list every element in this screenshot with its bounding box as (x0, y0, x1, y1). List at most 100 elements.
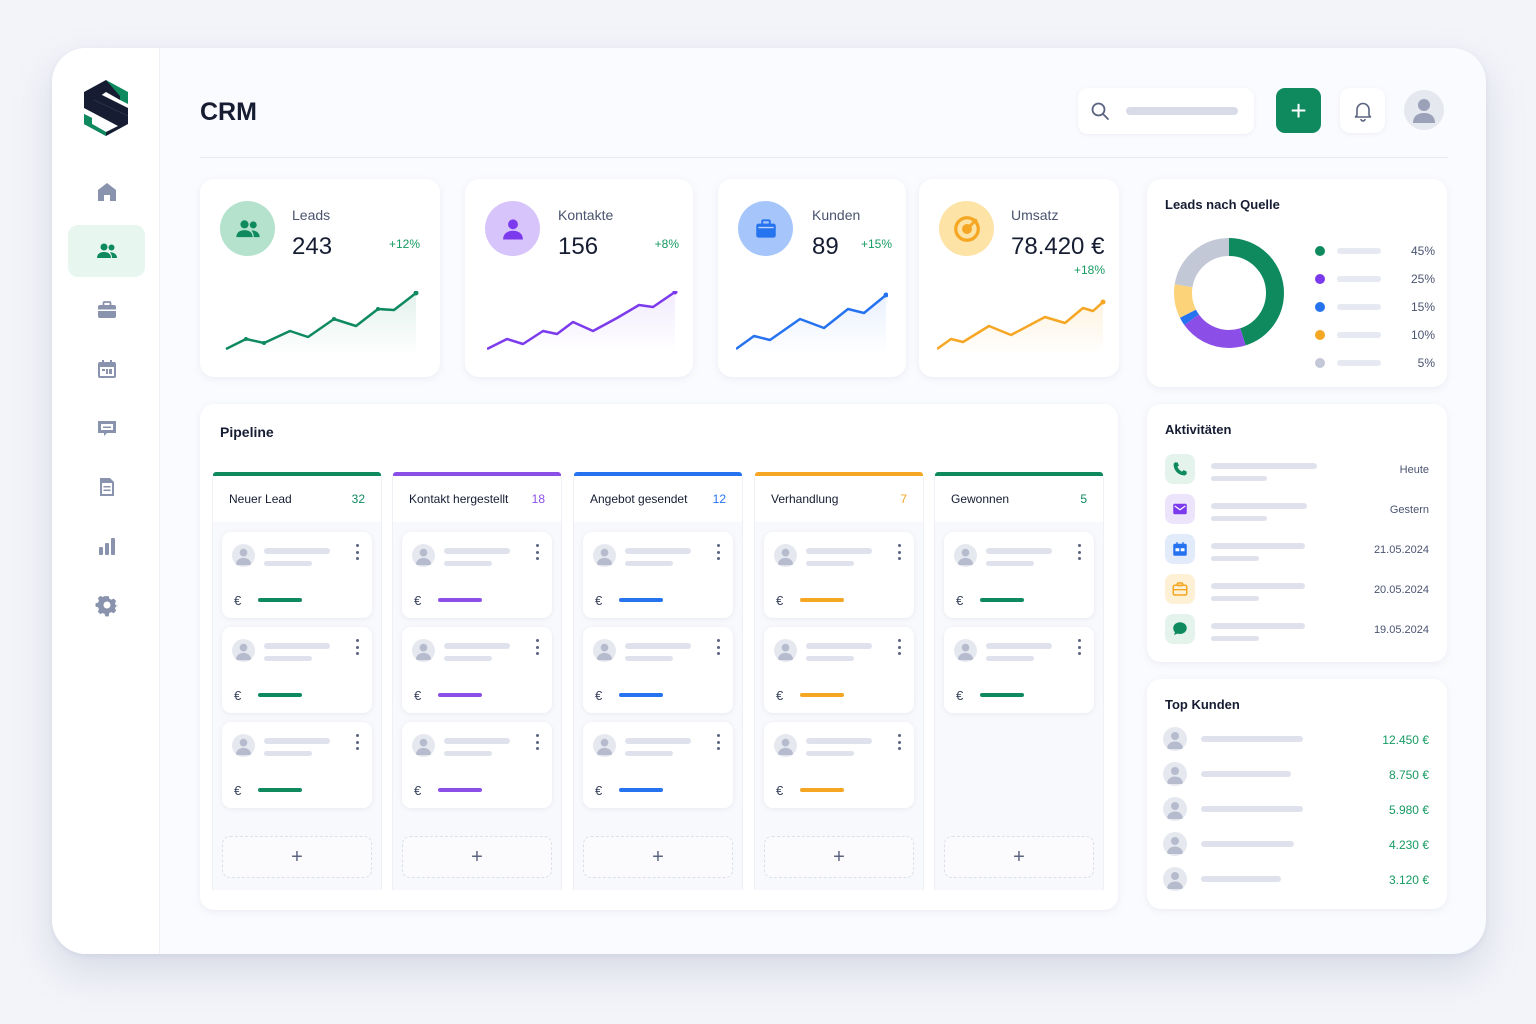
customer-item[interactable]: 8.750 € (1163, 762, 1429, 790)
activity-date: Heute (1399, 464, 1429, 476)
kpi-delta: +18% (1073, 263, 1105, 277)
search-icon (1091, 102, 1109, 120)
lead-card[interactable]: € (583, 722, 733, 808)
sidebar-item-deals[interactable] (68, 284, 145, 336)
text-skeleton (986, 643, 1052, 649)
lead-card[interactable]: € (583, 627, 733, 713)
activity-item[interactable]: Heute (1165, 454, 1429, 486)
person-icon (235, 643, 252, 661)
text-skeleton (625, 548, 691, 554)
euro-icon: € (234, 688, 242, 703)
header-divider (200, 157, 1448, 158)
legend-label-bar (1337, 360, 1381, 366)
legend-dot (1315, 246, 1325, 256)
activity-item[interactable]: 19.05.2024 (1165, 614, 1429, 646)
sidebar-item-calendar[interactable] (68, 343, 145, 395)
person-icon (415, 548, 432, 566)
lead-card[interactable]: € (583, 532, 733, 618)
add-card-button[interactable]: + (764, 836, 914, 878)
avatar (412, 639, 435, 662)
add-card-button[interactable]: + (222, 836, 372, 878)
lead-card[interactable]: € (222, 627, 372, 713)
text-skeleton (625, 643, 691, 649)
lead-card[interactable]: € (944, 627, 1094, 713)
activity-item[interactable]: 20.05.2024 (1165, 574, 1429, 606)
avatar (412, 544, 435, 567)
text-skeleton (444, 751, 492, 756)
user-avatar[interactable] (1404, 90, 1444, 130)
more-options-icon[interactable] (354, 734, 360, 750)
more-options-icon[interactable] (715, 544, 721, 560)
customer-revenue: 8.750 € (1388, 768, 1429, 782)
more-options-icon[interactable] (534, 544, 540, 560)
person-icon (415, 643, 432, 661)
kpi-card-kontakte[interactable]: Kontakte 156 +8% (465, 179, 693, 377)
customer-item[interactable]: 12.450 € (1163, 727, 1429, 755)
sidebar (52, 48, 160, 954)
text-skeleton (1211, 543, 1305, 549)
kpi-card-leads[interactable]: Leads 243 +12% (200, 179, 440, 377)
column-title: Angebot gesendet (590, 492, 688, 506)
column-accent (393, 472, 561, 476)
legend-dot (1315, 358, 1325, 368)
top-customers-panel: Top Kunden 12.450 € 8.750 € 5.980 € 4.23… (1147, 679, 1447, 909)
lead-card[interactable]: € (222, 722, 372, 808)
more-options-icon[interactable] (1076, 639, 1082, 655)
lead-card[interactable]: € (402, 532, 552, 618)
sidebar-item-documents[interactable] (68, 461, 145, 513)
more-options-icon[interactable] (1076, 544, 1082, 560)
text-skeleton (1201, 876, 1281, 882)
more-options-icon[interactable] (534, 734, 540, 750)
more-options-icon[interactable] (715, 639, 721, 655)
activity-item[interactable]: 21.05.2024 (1165, 534, 1429, 566)
customer-item[interactable]: 5.980 € (1163, 797, 1429, 825)
kpi-delta: +12% (388, 237, 420, 251)
sidebar-item-contacts[interactable] (68, 225, 145, 277)
chat-icon (1165, 614, 1195, 644)
legend-value: 5% (1417, 356, 1435, 370)
lead-card[interactable]: € (402, 722, 552, 808)
customer-item[interactable]: 4.230 € (1163, 832, 1429, 860)
sidebar-item-reports[interactable] (68, 520, 145, 572)
add-card-button[interactable]: + (402, 836, 552, 878)
more-options-icon[interactable] (354, 639, 360, 655)
lead-card[interactable]: € (402, 627, 552, 713)
more-options-icon[interactable] (715, 734, 721, 750)
more-options-icon[interactable] (896, 544, 902, 560)
search-input[interactable] (1078, 88, 1254, 134)
add-button[interactable]: + (1276, 88, 1321, 133)
more-options-icon[interactable] (534, 639, 540, 655)
calendar-icon (1165, 534, 1195, 564)
more-options-icon[interactable] (896, 734, 902, 750)
legend-label-bar (1337, 304, 1381, 310)
activity-item[interactable]: Gestern (1165, 494, 1429, 526)
customer-item[interactable]: 3.120 € (1163, 867, 1429, 895)
customer-revenue: 3.120 € (1388, 873, 1429, 887)
sidebar-item-settings[interactable] (68, 579, 145, 631)
legend-item: 15% (1315, 300, 1435, 314)
kpi-value: 78.420 € (1011, 233, 1105, 260)
more-options-icon[interactable] (896, 639, 902, 655)
sidebar-item-home[interactable] (68, 166, 145, 218)
kpi-card-kunden[interactable]: Kunden 89 +15% (718, 179, 906, 377)
more-options-icon[interactable] (354, 544, 360, 560)
column-count: 32 (351, 492, 365, 506)
sidebar-item-messages[interactable] (68, 402, 145, 454)
lead-card[interactable]: € (222, 532, 372, 618)
calendar-icon (97, 360, 116, 378)
add-card-button[interactable]: + (583, 836, 733, 878)
euro-icon: € (595, 593, 603, 608)
kpi-card-umsatz[interactable]: Umsatz 78.420 € +18% (919, 179, 1119, 377)
kpi-icon-circle (220, 201, 275, 256)
person-icon (777, 548, 794, 566)
avatar (774, 544, 797, 567)
lead-card[interactable]: € (944, 532, 1094, 618)
add-card-button[interactable]: + (944, 836, 1094, 878)
lead-card[interactable]: € (764, 722, 914, 808)
lead-card[interactable]: € (764, 532, 914, 618)
text-skeleton (1211, 503, 1307, 509)
lead-card[interactable]: € (764, 627, 914, 713)
kpi-value: 89 (812, 233, 839, 260)
euro-icon: € (414, 783, 422, 798)
notifications-button[interactable] (1340, 88, 1385, 133)
